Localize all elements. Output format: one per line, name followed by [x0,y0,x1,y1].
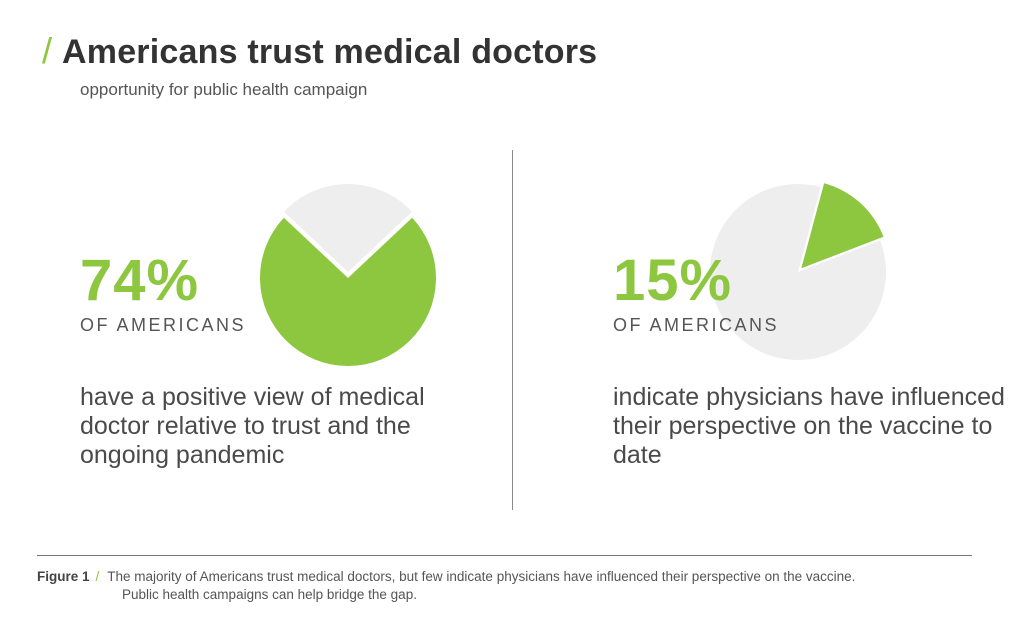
pie-slice-0 [260,217,436,366]
title-slash: / [42,30,53,71]
caption-line-2: Public health campaigns can help bridge … [122,587,417,602]
pie-chart-left [260,184,436,366]
figure-caption: Figure 1 / The majority of Americans trust… [37,568,997,604]
caption-divider [37,555,972,556]
stat-value-left: 74% [80,248,200,313]
pie-chart-right [710,183,886,360]
pie-slice-1 [710,184,886,360]
caption-line-1: The majority of Americans trust medical … [107,569,856,584]
header: / Americans trust medical doctors [42,30,597,72]
stat-label-right: OF AMERICANS [613,315,780,335]
stat-description-right: indicate physicians have influenced thei… [613,383,1005,469]
page-title: Americans trust medical doctors [62,33,598,71]
figure-label: Figure 1 [37,569,90,584]
caption-slash: / [95,569,100,584]
pie-slice-0 [801,183,884,269]
page-subtitle: opportunity for public health campaign [80,80,368,99]
stat-description-left: have a positive view of medical doctor r… [80,383,425,469]
stat-label-left: OF AMERICANS [80,315,247,335]
column-divider [512,150,513,510]
pie-slice-1 [283,184,413,272]
stat-value-right: 15% [613,248,733,313]
